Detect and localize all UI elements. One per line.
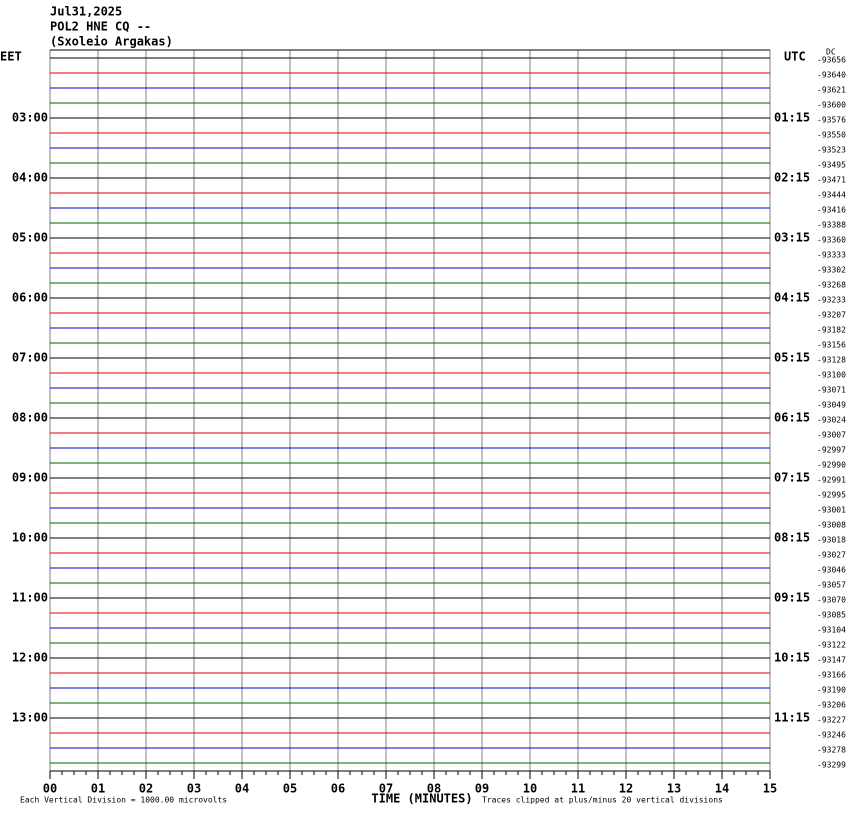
dc-offset: -93128 xyxy=(817,356,846,365)
dc-offset: -93576 xyxy=(817,116,846,125)
dc-offset: -93640 xyxy=(817,71,846,80)
dc-offset: -93049 xyxy=(817,401,846,410)
dc-offset: -93600 xyxy=(817,101,846,110)
dc-offset: -93156 xyxy=(817,341,846,350)
utc-time: 04:15 xyxy=(774,291,810,305)
dc-offset: -92995 xyxy=(817,491,846,500)
dc-offset: -93444 xyxy=(817,191,846,200)
utc-time: 07:15 xyxy=(774,471,810,485)
dc-offset: -93027 xyxy=(817,551,846,560)
dc-offset: -93207 xyxy=(817,311,846,320)
local-time: 03:00 xyxy=(12,111,48,125)
utc-time: 02:15 xyxy=(774,171,810,185)
dc-offset: -93008 xyxy=(817,521,846,530)
x-tick-label: 08 xyxy=(427,782,441,796)
utc-time: 05:15 xyxy=(774,351,810,365)
right-zone: UTC xyxy=(784,50,806,64)
dc-offset: -93182 xyxy=(817,326,846,335)
local-time: 06:00 xyxy=(12,291,48,305)
dc-offset: -93360 xyxy=(817,236,846,245)
local-time: 12:00 xyxy=(12,651,48,665)
clip-note: Traces clipped at plus/minus 20 vertical… xyxy=(482,796,723,805)
local-time: 05:00 xyxy=(12,231,48,245)
dc-offset: -93001 xyxy=(817,506,846,515)
x-tick-label: 06 xyxy=(331,782,345,796)
x-tick-label: 12 xyxy=(619,782,633,796)
x-axis-label: TIME (MINUTES) xyxy=(371,792,472,806)
x-tick-label: 02 xyxy=(139,782,153,796)
dc-offset: -93085 xyxy=(817,611,846,620)
dc-offset: -93104 xyxy=(817,626,846,635)
dc-offset: -93166 xyxy=(817,671,846,680)
dc-label: DC xyxy=(826,48,836,57)
dc-offset: -93388 xyxy=(817,221,846,230)
dc-offset: -93206 xyxy=(817,701,846,710)
x-tick-label: 14 xyxy=(715,782,729,796)
utc-time: 06:15 xyxy=(774,411,810,425)
dc-offset: -92991 xyxy=(817,476,846,485)
local-time: 10:00 xyxy=(12,531,48,545)
dc-offset: -93278 xyxy=(817,746,846,755)
dc-offset: -93190 xyxy=(817,686,846,695)
dc-offset: -93007 xyxy=(817,431,846,440)
dc-offset: -93071 xyxy=(817,386,846,395)
dc-offset: -93233 xyxy=(817,296,846,305)
x-tick-label: 15 xyxy=(763,782,777,796)
dc-offset: -93550 xyxy=(817,131,846,140)
dc-offset: -93147 xyxy=(817,656,846,665)
local-time: 13:00 xyxy=(12,711,48,725)
x-tick-label: 01 xyxy=(91,782,105,796)
dc-offset: -92990 xyxy=(817,461,846,470)
x-tick-label: 03 xyxy=(187,782,201,796)
dc-offset: -93302 xyxy=(817,266,846,275)
dc-offset: -92997 xyxy=(817,446,846,455)
dc-offset: -93024 xyxy=(817,416,846,425)
title-line: POL2 HNE CQ -- xyxy=(50,20,151,34)
utc-time: 01:15 xyxy=(774,111,810,125)
dc-offset: -93416 xyxy=(817,206,846,215)
utc-time: 03:15 xyxy=(774,231,810,245)
x-tick-label: 09 xyxy=(475,782,489,796)
x-tick-label: 04 xyxy=(235,782,249,796)
local-time: 08:00 xyxy=(12,411,48,425)
dc-offset: -93246 xyxy=(817,731,846,740)
dc-offset: -93495 xyxy=(817,161,846,170)
dc-offset: -93523 xyxy=(817,146,846,155)
utc-time: 10:15 xyxy=(774,651,810,665)
dc-offset: -93656 xyxy=(817,56,846,65)
dc-offset: -93227 xyxy=(817,716,846,725)
local-time: 11:00 xyxy=(12,591,48,605)
title-line: (Sxoleio Argakas) xyxy=(50,35,173,49)
scale-note: Each Vertical Division = 1000.00 microvo… xyxy=(20,796,227,805)
utc-time: 09:15 xyxy=(774,591,810,605)
x-tick-label: 07 xyxy=(379,782,393,796)
x-tick-label: 11 xyxy=(571,782,585,796)
dc-offset: -93471 xyxy=(817,176,846,185)
x-tick-label: 10 xyxy=(523,782,537,796)
utc-time: 08:15 xyxy=(774,531,810,545)
utc-time: 11:15 xyxy=(774,711,810,725)
dc-offset: -93018 xyxy=(817,536,846,545)
local-time: 09:00 xyxy=(12,471,48,485)
dc-offset: -93621 xyxy=(817,86,846,95)
dc-offset: -93268 xyxy=(817,281,846,290)
title-line: Jul31,2025 xyxy=(50,5,122,19)
dc-offset: -93299 xyxy=(817,761,846,770)
dc-offset: -93057 xyxy=(817,581,846,590)
dc-offset: -93046 xyxy=(817,566,846,575)
dc-offset: -93122 xyxy=(817,641,846,650)
dc-offset: -93333 xyxy=(817,251,846,260)
dc-offset: -93100 xyxy=(817,371,846,380)
local-time: 04:00 xyxy=(12,171,48,185)
left-zone: EET xyxy=(0,50,22,64)
x-tick-label: 05 xyxy=(283,782,297,796)
dc-offset: -93070 xyxy=(817,596,846,605)
local-time: 07:00 xyxy=(12,351,48,365)
x-tick-label: 13 xyxy=(667,782,681,796)
x-tick-label: 00 xyxy=(43,782,57,796)
